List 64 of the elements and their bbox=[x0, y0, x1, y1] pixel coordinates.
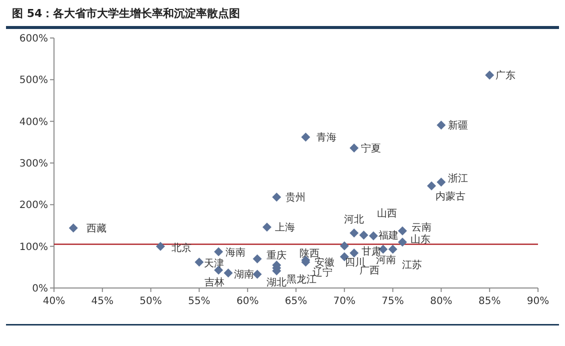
x-tick-label: 60% bbox=[236, 296, 259, 307]
annotation: 福建 bbox=[378, 229, 398, 242]
point bbox=[359, 230, 368, 240]
x-tick-label: 50% bbox=[140, 296, 162, 307]
annotation: 云南 bbox=[411, 221, 432, 234]
annotation: 天津 bbox=[204, 258, 224, 270]
annotation: 海南 bbox=[226, 246, 246, 258]
annotation: 新疆 bbox=[448, 120, 468, 132]
x-tick-label: 75% bbox=[382, 296, 404, 307]
y-tick-label: 300% bbox=[19, 158, 48, 170]
annotation: 山东 bbox=[410, 234, 430, 246]
annotation: 湖北 bbox=[266, 276, 287, 288]
point bbox=[156, 242, 165, 251]
x-tick-label: 90% bbox=[526, 296, 550, 307]
y-tick-label: 400% bbox=[19, 116, 48, 128]
point bbox=[427, 181, 436, 190]
point bbox=[436, 178, 446, 187]
annotation: 湖南 bbox=[234, 268, 254, 280]
point bbox=[194, 258, 204, 267]
x-tick-label: 85% bbox=[478, 296, 501, 307]
y-tick-label: 600% bbox=[19, 34, 48, 44]
point bbox=[350, 144, 359, 152]
point bbox=[388, 244, 398, 254]
point bbox=[350, 248, 359, 258]
point bbox=[272, 192, 282, 202]
point bbox=[224, 268, 233, 278]
x-tick-label: 70% bbox=[333, 296, 356, 307]
point bbox=[485, 70, 494, 80]
annotation: 内蒙古 bbox=[436, 190, 466, 202]
annotation: 贵州 bbox=[286, 192, 306, 204]
annotation: 上海 bbox=[274, 222, 295, 234]
point bbox=[398, 226, 407, 236]
y-tick-label: 200% bbox=[19, 200, 48, 212]
annotation: 重庆 bbox=[266, 249, 286, 262]
x-tick-label: 65% bbox=[284, 296, 308, 307]
annotation: 浙江 bbox=[448, 172, 468, 185]
annotation: 广东 bbox=[496, 70, 516, 82]
point bbox=[301, 132, 310, 142]
point bbox=[368, 231, 378, 240]
point bbox=[340, 241, 349, 250]
point bbox=[350, 228, 359, 238]
annotation: 青海 bbox=[316, 132, 337, 144]
x-tick-label: 45% bbox=[91, 296, 114, 307]
x-tick-label: 55% bbox=[188, 296, 210, 307]
x-tick-label: 80% bbox=[430, 296, 452, 307]
point bbox=[252, 254, 262, 264]
point bbox=[398, 238, 407, 247]
point bbox=[68, 224, 78, 232]
annotation: 广西 bbox=[359, 264, 380, 276]
x-tick-label: 40% bbox=[42, 296, 66, 307]
y-tick-label: 100% bbox=[19, 242, 48, 253]
annotation: 山西 bbox=[376, 208, 397, 220]
chart-title: 图 54：各大省市大学生增长率和沉淀率散点图 bbox=[12, 7, 240, 20]
point bbox=[436, 120, 446, 130]
y-tick-label: 0% bbox=[32, 284, 48, 294]
annotation: 河北 bbox=[344, 214, 364, 226]
annotation: 宁夏 bbox=[361, 142, 382, 154]
annotation: 江苏 bbox=[402, 258, 422, 271]
y-tick-label: 500% bbox=[19, 75, 48, 86]
annotation: 吉林 bbox=[204, 276, 225, 289]
point bbox=[214, 247, 224, 256]
annotation: 北京 bbox=[171, 242, 192, 254]
point bbox=[262, 222, 272, 232]
annotation: 西藏 bbox=[86, 222, 106, 234]
